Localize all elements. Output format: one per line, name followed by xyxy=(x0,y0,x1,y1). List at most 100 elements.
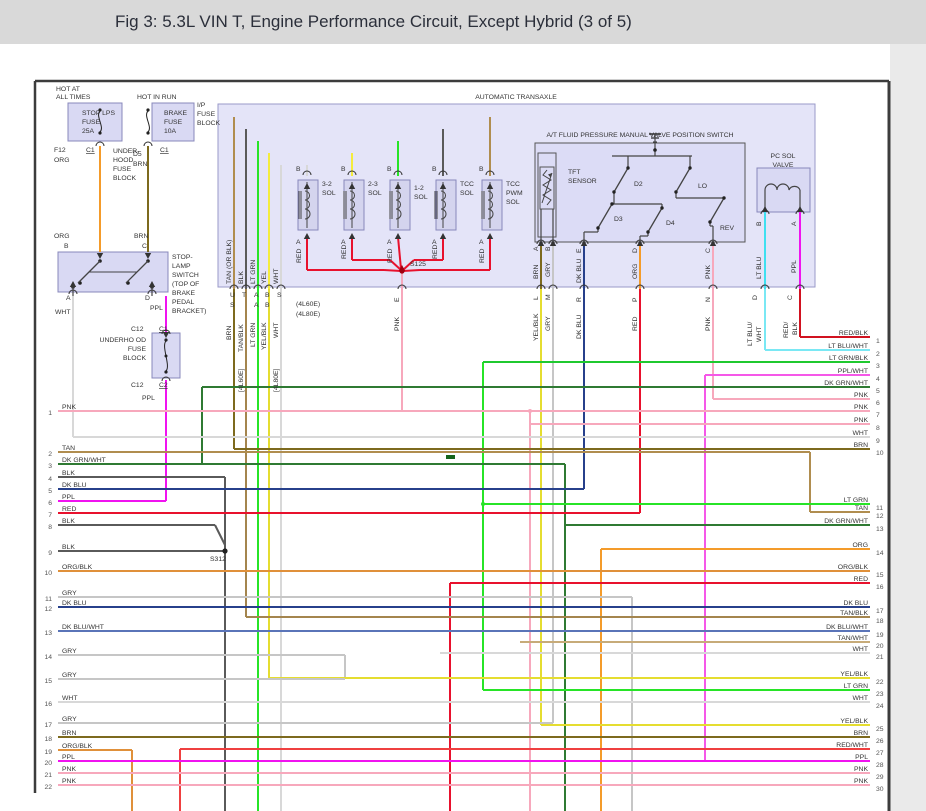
diagram-label: RED xyxy=(632,317,639,331)
diagram-label: YEL/BLK xyxy=(261,322,268,350)
diagram-label: B xyxy=(432,166,437,173)
wire-label-left: WHT xyxy=(62,695,77,702)
wire-segment xyxy=(647,207,663,233)
fuse-contact xyxy=(146,131,150,135)
diagram-label: HOOD xyxy=(113,157,133,164)
coil xyxy=(349,190,356,220)
sol-tcc-box xyxy=(435,179,457,231)
diagram-label: A xyxy=(254,292,259,299)
vertical-wires xyxy=(72,117,811,811)
brake-fuse-box xyxy=(151,102,195,142)
wire-label-right: PNK xyxy=(854,404,868,411)
diagram-label: C12 xyxy=(131,382,144,389)
diagram-label: I/P xyxy=(197,102,206,109)
switch-contact xyxy=(708,220,712,224)
arrow-up xyxy=(439,183,447,189)
diagram-label: M xyxy=(545,294,552,300)
arrow-up xyxy=(761,206,769,212)
diagram-label: [4L80E] xyxy=(273,368,280,392)
diagram-label: FUSE xyxy=(113,166,132,173)
diagram-label: A xyxy=(341,239,346,246)
tft-sensor-outer xyxy=(537,152,557,238)
wire-number-right: 8 xyxy=(876,425,880,432)
wire-number-right: 11 xyxy=(876,505,883,512)
pin-arc xyxy=(143,141,153,147)
diagram-label: SWITCH xyxy=(172,272,199,279)
figure-title-bar: Fig 3: 5.3L VIN T, Engine Performance Ci… xyxy=(0,0,926,44)
wire-number-right: 3 xyxy=(876,363,880,370)
wire-number-right: 9 xyxy=(876,438,880,445)
diagram-label: LAMP xyxy=(172,263,191,270)
diagram-label: TFT xyxy=(568,169,580,176)
tft-sensor-resistor-box xyxy=(539,166,555,210)
wire-number-right: 23 xyxy=(876,691,884,698)
arrow-up xyxy=(636,240,644,246)
switch-contact xyxy=(646,230,650,234)
wire-segment xyxy=(389,259,402,271)
wire-number-left: 16 xyxy=(44,701,52,708)
diagram-label: R xyxy=(576,297,583,302)
wire-segment xyxy=(402,259,415,271)
wire-number-right: 14 xyxy=(876,550,884,557)
diagram-label: A xyxy=(791,221,798,226)
arrow-up xyxy=(348,233,356,239)
wire-label-left: BLK xyxy=(62,470,75,477)
wire-number-right: 4 xyxy=(876,376,880,383)
diagram-label: 25A xyxy=(82,128,95,135)
wire-label-right: RED/BLK xyxy=(839,330,869,337)
wire-label-right: ORG xyxy=(853,542,868,549)
wire-number-left: 7 xyxy=(48,512,52,519)
wire-number-left: 13 xyxy=(44,630,52,637)
diagram-label: A xyxy=(387,239,392,246)
diagram-label: B xyxy=(387,166,392,173)
wire-number-left: 15 xyxy=(44,678,52,685)
wire-segment xyxy=(675,167,691,193)
pin-arc xyxy=(147,289,157,295)
wire-number-right: 2 xyxy=(876,351,880,358)
wire-number-right: 25 xyxy=(876,726,884,733)
diagram-label: D xyxy=(145,295,150,302)
junction-dot xyxy=(528,409,532,413)
diagram-label: RED/ xyxy=(783,322,790,338)
diagram-label: LT GRN xyxy=(250,260,257,284)
sol-3-2-box xyxy=(297,179,319,231)
wire-label-left: GRY xyxy=(62,672,77,679)
wire-label-right: PPL/WHT xyxy=(838,368,868,375)
diagram-label: N xyxy=(705,297,712,302)
wire-segment xyxy=(709,197,725,223)
wire-label-left: DK BLU/WHT xyxy=(62,624,104,631)
junction-dot xyxy=(481,502,485,506)
wire-number-left: 22 xyxy=(44,784,52,791)
wire-label-right: ORG/BLK xyxy=(838,564,869,571)
diagram-label: ORG xyxy=(632,264,639,279)
diagram-label: HOT AT xyxy=(56,86,80,93)
diagram-label: BRN xyxy=(133,161,147,168)
diagram-label: ALL TIMES xyxy=(56,94,91,101)
wire-number-right: 12 xyxy=(876,513,884,520)
diagram-label: 10A xyxy=(164,128,177,135)
diagram-label: C xyxy=(787,295,794,300)
diagram-label: P xyxy=(632,297,639,302)
wire-number-right: 18 xyxy=(876,618,884,625)
wire-number-right: 30 xyxy=(876,786,884,793)
diagram-label: PNK xyxy=(394,317,401,331)
diagram-label: D4 xyxy=(666,220,675,227)
diagram-label: SOL xyxy=(460,190,474,197)
diagram-label: LT GRN xyxy=(250,323,257,347)
diagram-label: LO xyxy=(698,183,707,190)
diagram-label: FUSE xyxy=(164,119,183,126)
wire-label-right: BRN xyxy=(854,442,868,449)
diagram-label: D3 xyxy=(614,216,623,223)
diagram-label: 1-2 xyxy=(414,185,424,192)
wire-label-left: PNK xyxy=(62,404,76,411)
diagram-label: UNDER- xyxy=(113,148,139,155)
coil xyxy=(440,190,447,220)
switch-contact xyxy=(596,226,600,230)
wire-label-right: RED xyxy=(854,576,868,583)
fuse-contact xyxy=(164,354,168,358)
switch-contact xyxy=(688,166,692,170)
diagram-label: C1 xyxy=(86,147,95,154)
diagram-label: D xyxy=(752,295,759,300)
diagram-label: BRAKE xyxy=(172,290,196,297)
pin-arc xyxy=(548,284,558,290)
